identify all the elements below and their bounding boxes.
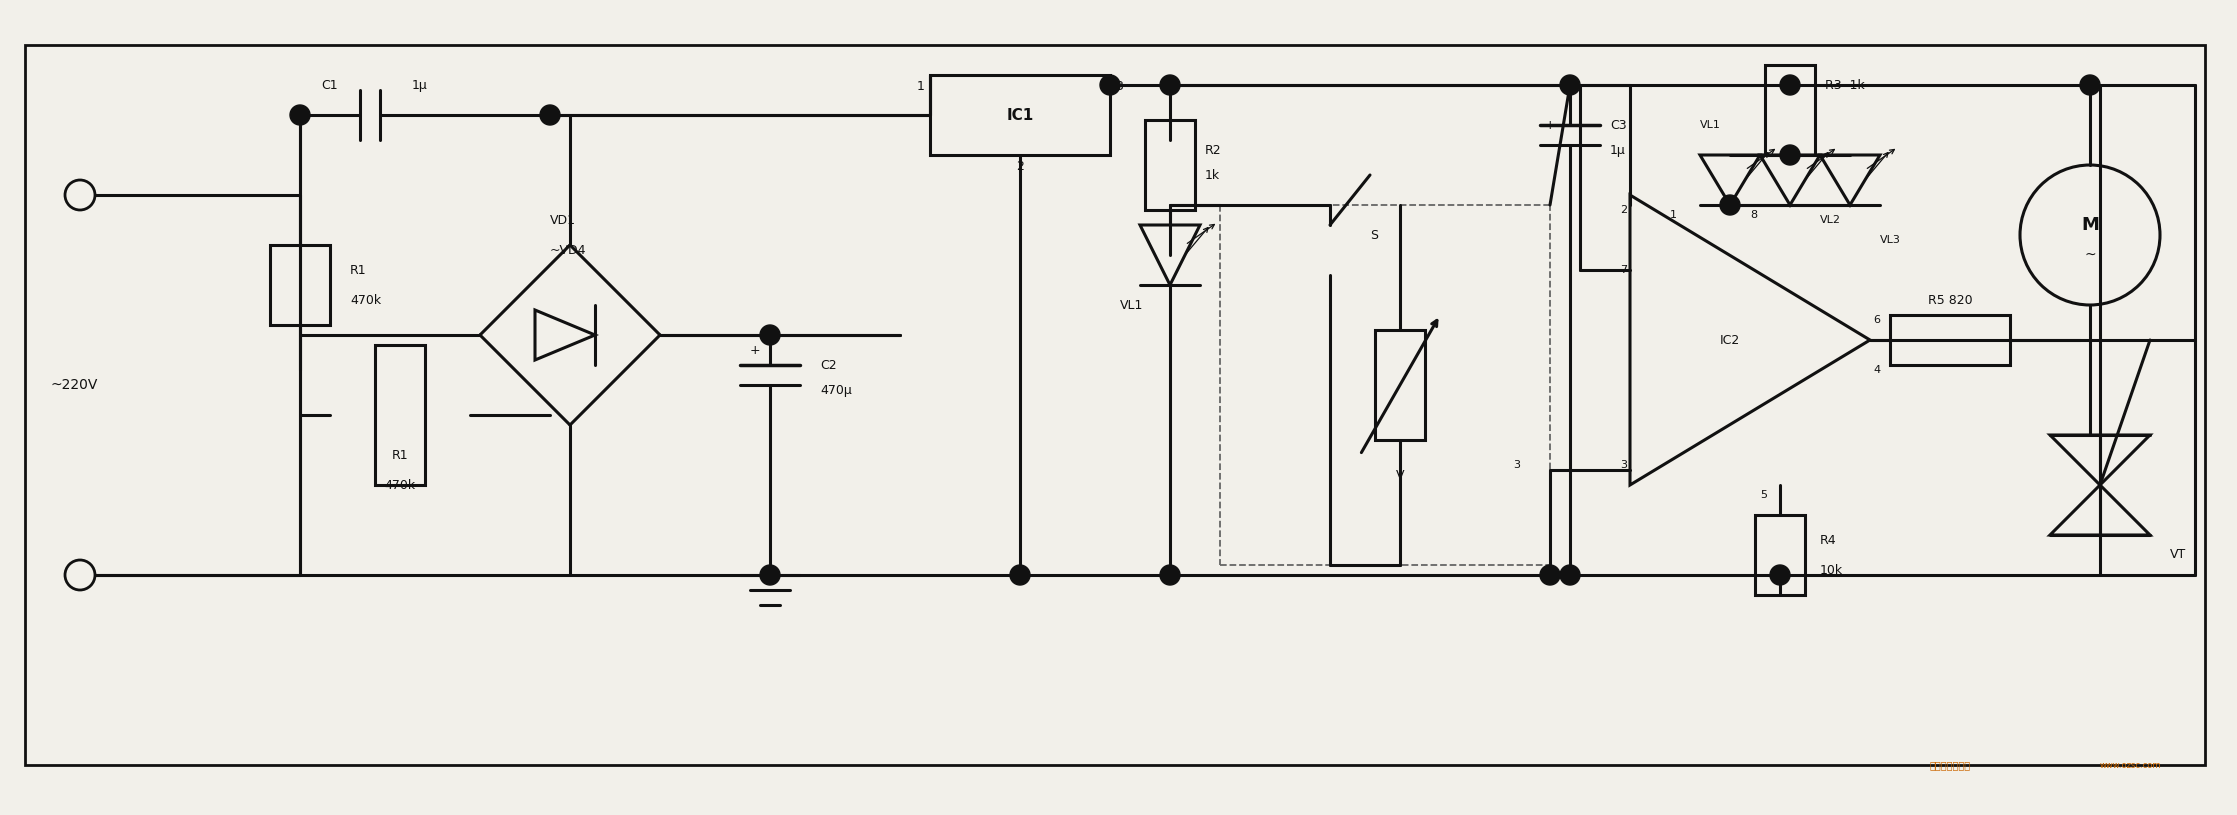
Text: ~220V: ~220V <box>49 378 98 392</box>
Text: 维库电子市场网: 维库电子市场网 <box>1931 760 1971 770</box>
Circle shape <box>1101 75 1121 95</box>
Text: VL3: VL3 <box>1879 235 1901 245</box>
Circle shape <box>1781 145 1801 165</box>
Text: 3: 3 <box>1114 80 1123 93</box>
Text: VL1: VL1 <box>1121 298 1143 311</box>
Text: R1: R1 <box>391 448 409 461</box>
Text: VT: VT <box>2170 548 2186 562</box>
Polygon shape <box>1631 195 1870 485</box>
Text: 1μ: 1μ <box>412 78 427 91</box>
Text: 2: 2 <box>1620 205 1626 215</box>
Text: V: V <box>1396 469 1405 482</box>
Text: C1: C1 <box>322 78 338 91</box>
Text: M: M <box>2080 216 2098 234</box>
Text: R2: R2 <box>1206 143 1221 156</box>
Circle shape <box>2080 75 2101 95</box>
Bar <box>376 345 425 485</box>
Text: 3: 3 <box>1620 460 1626 470</box>
Bar <box>1376 330 1425 440</box>
Text: 3: 3 <box>1512 460 1519 470</box>
Circle shape <box>1559 75 1579 95</box>
Text: 4: 4 <box>1872 365 1879 375</box>
Text: 470k: 470k <box>349 293 380 306</box>
Text: 5: 5 <box>1761 490 1767 500</box>
Text: 7: 7 <box>1620 265 1626 275</box>
Text: 8: 8 <box>1749 210 1756 220</box>
Text: +: + <box>1544 118 1555 131</box>
Text: 10k: 10k <box>1821 563 1843 576</box>
Bar <box>931 75 1110 155</box>
Bar <box>25 45 2206 765</box>
Bar <box>1765 65 1814 155</box>
Text: IC2: IC2 <box>1720 333 1740 346</box>
Text: IC1: IC1 <box>1007 108 1033 122</box>
Text: R4: R4 <box>1821 534 1837 547</box>
Bar <box>1145 120 1195 210</box>
Circle shape <box>1161 565 1179 585</box>
Circle shape <box>1720 195 1740 215</box>
Text: 2: 2 <box>1016 160 1025 173</box>
Circle shape <box>1559 565 1579 585</box>
Circle shape <box>1539 565 1559 585</box>
Text: C2: C2 <box>821 359 837 372</box>
Circle shape <box>539 105 559 125</box>
Text: R3  1k: R3 1k <box>1825 78 1866 91</box>
Text: 1k: 1k <box>1206 169 1219 182</box>
Text: 1μ: 1μ <box>1611 143 1626 156</box>
Text: R5 820: R5 820 <box>1928 293 1973 306</box>
Text: VD1: VD1 <box>550 214 575 227</box>
Bar <box>1890 315 2011 365</box>
Circle shape <box>1161 75 1179 95</box>
Circle shape <box>2020 165 2161 305</box>
Circle shape <box>761 325 781 345</box>
Circle shape <box>65 180 94 210</box>
Text: ~: ~ <box>2085 248 2096 262</box>
Bar <box>1756 515 1805 595</box>
Text: R1: R1 <box>349 263 367 276</box>
Text: 1: 1 <box>917 80 926 93</box>
Text: 470k: 470k <box>385 478 416 491</box>
Text: 6: 6 <box>1872 315 1879 325</box>
Text: 1: 1 <box>1671 210 1678 220</box>
Circle shape <box>1781 75 1801 95</box>
Text: VL1: VL1 <box>1700 120 1720 130</box>
Text: ~VD4: ~VD4 <box>550 244 586 257</box>
Circle shape <box>761 565 781 585</box>
Text: S: S <box>1369 228 1378 241</box>
Circle shape <box>1009 565 1029 585</box>
Text: VL2: VL2 <box>1821 215 1841 225</box>
Text: C3: C3 <box>1611 118 1626 131</box>
Circle shape <box>291 105 311 125</box>
Circle shape <box>65 560 94 590</box>
Circle shape <box>1769 565 1790 585</box>
Bar <box>271 245 331 325</box>
Text: +: + <box>749 343 761 356</box>
Text: 470μ: 470μ <box>821 384 852 397</box>
Text: www.ozsc.com: www.ozsc.com <box>2098 760 2161 769</box>
